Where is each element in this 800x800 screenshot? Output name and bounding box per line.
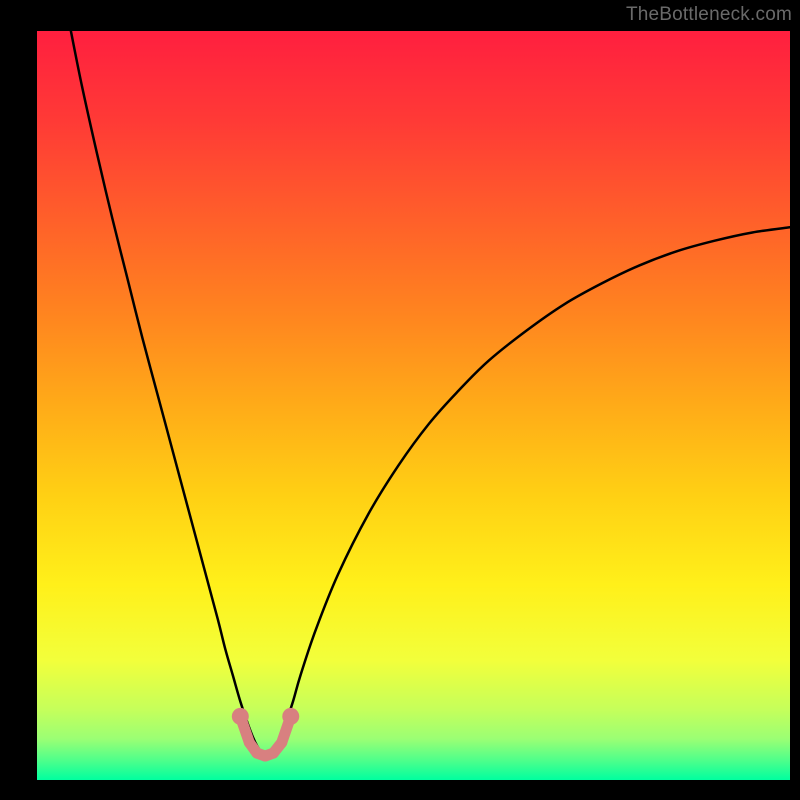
- vertex-bead: [276, 737, 287, 748]
- chart-background: [37, 31, 790, 780]
- vertex-bead: [282, 708, 299, 725]
- watermark-text: TheBottleneck.com: [626, 4, 792, 26]
- vertex-bead: [232, 708, 249, 725]
- chart-svg: [37, 31, 790, 780]
- vertex-bead: [268, 748, 279, 759]
- plot-area: [37, 31, 790, 780]
- vertex-bead: [244, 737, 255, 748]
